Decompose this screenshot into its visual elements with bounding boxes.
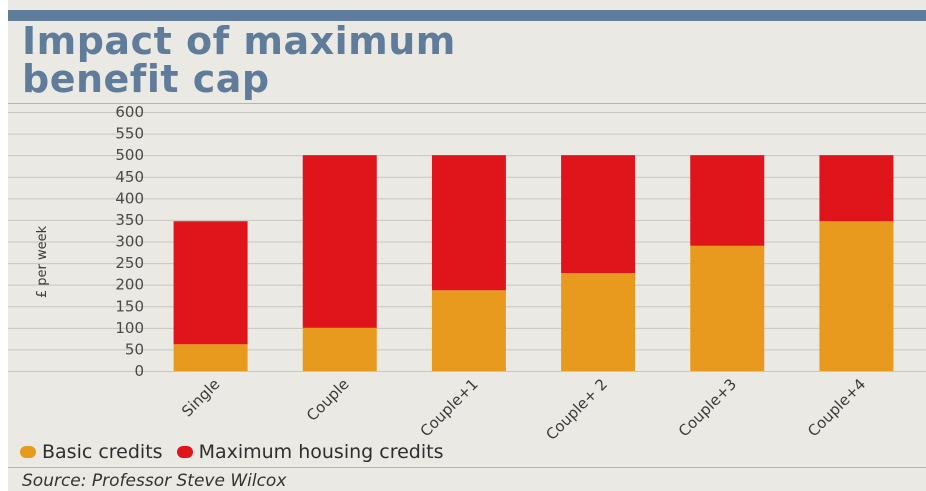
y-tick-label: 600 (115, 103, 144, 121)
chart-panel: Impact of maximum benefit cap 0 50 100 150 2… (8, 0, 926, 491)
bar-basic-credits (173, 344, 248, 371)
y-tick-label: 0 (134, 362, 144, 380)
x-tick-label: Single (178, 375, 223, 420)
y-axis-label: £ per week (35, 225, 50, 298)
legend-swatch-basic (20, 446, 36, 458)
bars (173, 155, 894, 371)
bar-housing-credits (302, 155, 377, 328)
legend: Basic credits Maximum housing credits (20, 440, 457, 464)
y-tick-label: 400 (115, 189, 144, 207)
y-axis-ticks: 0 50 100 150 200 250 300 350 400 450 500 550 600 (115, 103, 144, 380)
legend-label-basic: Basic credits (42, 441, 163, 463)
x-tick-label: Couple+3 (675, 375, 740, 440)
title-divider (8, 103, 926, 104)
bar-basic-credits (302, 327, 377, 371)
bar-housing-credits (819, 155, 894, 222)
y-tick-label: 350 (115, 211, 144, 229)
y-tick-label: 300 (115, 233, 144, 251)
bar-housing-credits (173, 221, 248, 345)
title-line-2: benefit cap (22, 57, 270, 101)
bar-basic-credits (819, 221, 894, 371)
y-tick-label: 100 (115, 319, 144, 337)
bar-housing-credits (690, 155, 765, 246)
footer-divider (8, 467, 926, 468)
source-note: Source: Professor Steve Wilcox (22, 471, 287, 491)
y-tick-label: 550 (115, 125, 144, 143)
legend-label-housing: Maximum housing credits (198, 441, 444, 463)
legend-swatch-housing (176, 446, 193, 458)
title-line-1: Impact of maximum (22, 19, 456, 63)
bar-basic-credits (431, 290, 506, 371)
y-tick-label: 450 (115, 168, 144, 186)
y-tick-label: 50 (125, 340, 144, 358)
y-tick-label: 500 (115, 146, 144, 164)
y-tick-label: 250 (115, 254, 144, 272)
legend-item-basic: Basic credits (20, 441, 163, 463)
x-tick-label: Couple+1 (417, 375, 482, 440)
bar-housing-credits (561, 155, 636, 274)
legend-item-housing: Maximum housing credits (176, 441, 444, 463)
bar-basic-credits (561, 273, 636, 371)
x-tick-label: Couple+ 2 (542, 375, 611, 444)
top-accent-bar (8, 10, 926, 21)
chart-title: Impact of maximum benefit cap (22, 22, 902, 98)
bar-chart: 0 50 100 150 200 250 300 350 400 450 500 550 600 Sin… (8, 103, 926, 444)
x-tick-label: Couple (303, 375, 353, 425)
bar-basic-credits (690, 245, 765, 371)
bar-housing-credits (431, 155, 506, 291)
y-tick-label: 150 (115, 297, 144, 315)
x-tick-label: Couple+4 (804, 375, 869, 440)
y-tick-label: 200 (115, 276, 144, 294)
x-axis-ticks: Single Couple Couple+1 Couple+ 2 Couple+3 Cou… (178, 375, 869, 444)
